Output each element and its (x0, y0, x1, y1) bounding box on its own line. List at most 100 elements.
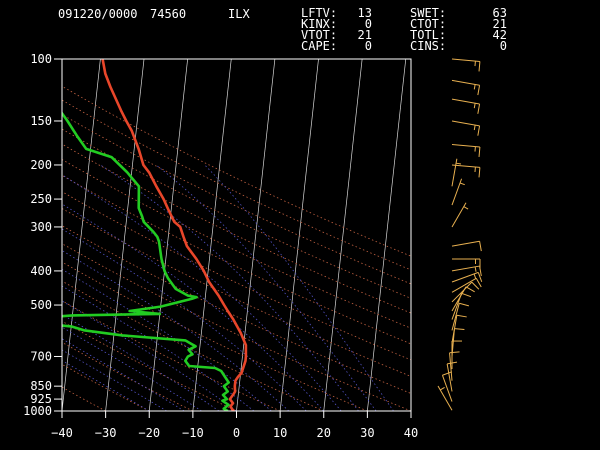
isotherm-line (236, 59, 276, 411)
wind-barb (449, 351, 460, 381)
index-value-cape: 0 (364, 39, 372, 53)
isotherm-line (410, 407, 411, 411)
station-name: ILX (228, 7, 250, 21)
pressure-tick-label: 925 (30, 392, 52, 406)
isotherm-line (367, 59, 407, 411)
dry-adiabat-line (62, 85, 411, 257)
index-name-cape: CAPE: (301, 39, 338, 53)
wind-barb (451, 271, 483, 283)
pressure-tick-label: 150 (30, 114, 52, 128)
index-value-kinx: 0 (364, 17, 372, 31)
temperature-tick-label: 40 (404, 426, 418, 440)
dry-adiabat-line (62, 174, 411, 345)
dry-adiabat-line (62, 341, 194, 411)
index-name-vtot: VTOT: (301, 28, 338, 42)
dry-adiabat-line (62, 99, 411, 271)
isotherm-line (62, 59, 101, 411)
pressure-tick-label: 100 (30, 52, 52, 66)
wind-barbs (437, 58, 483, 411)
dry-adiabat-line (62, 320, 237, 411)
temperature-tick-label: −30 (95, 426, 117, 440)
isotherm-line (323, 59, 363, 411)
isotherm-line (148, 59, 188, 411)
moist-adiabat-line (62, 250, 290, 411)
isotherm-line (279, 59, 319, 411)
pressure-tick-label: 700 (30, 349, 52, 363)
temperature-profile (101, 59, 248, 411)
moist-adiabat-line (62, 338, 185, 411)
pressure-tick-label: 300 (30, 220, 52, 234)
background-lines (62, 59, 411, 411)
isotherm-line (105, 59, 145, 411)
index-name-ctot: CTOT: (410, 17, 447, 31)
index-value-ctot: 21 (492, 17, 507, 31)
temperature-tick-label: 10 (273, 426, 287, 440)
dry-adiabat-line (62, 280, 324, 411)
wind-barb (451, 58, 481, 72)
moist-adiabat-line (62, 314, 220, 411)
index-name-kinx: KINX: (301, 17, 338, 31)
moist-adiabat-line (62, 203, 325, 411)
wind-barb (451, 314, 467, 343)
moist-adiabat-line (62, 349, 167, 411)
wind-barb (451, 281, 480, 303)
wind-barb (451, 302, 470, 331)
index-value-cins: 0 (499, 39, 507, 53)
station-id: 74560 (150, 7, 187, 21)
wind-barb (451, 202, 469, 228)
dry-adiabat-line (62, 191, 411, 361)
index-name-swet: SWET: (410, 6, 447, 20)
wind-barb (451, 277, 482, 293)
dry-adiabat-line (62, 208, 411, 377)
index-value-lftv: 13 (357, 6, 372, 20)
index-name-lftv: LFTV: (301, 6, 338, 20)
temperature-tick-label: −20 (138, 426, 160, 440)
index-value-totl: 42 (492, 28, 507, 42)
temperature-tick-label: 20 (317, 426, 331, 440)
dry-adiabat-line (62, 143, 411, 314)
moist-adiabat-line (62, 174, 342, 411)
dry-adiabat-line (62, 113, 411, 285)
moist-adiabat-line (62, 360, 150, 411)
dry-adiabat-line (62, 363, 150, 411)
moist-adiabat-line (155, 164, 377, 411)
plot-frame (61, 58, 412, 412)
moist-adiabat-line (100, 164, 359, 411)
index-name-cins: CINS: (410, 39, 447, 53)
temperature-tick-label: −10 (182, 426, 204, 440)
pressure-tick-label: 1000 (23, 404, 52, 418)
wind-barb (441, 371, 453, 402)
dry-adiabat-line (62, 159, 411, 329)
pressure-tick-label: 250 (30, 192, 52, 206)
sounding-profiles (62, 59, 248, 411)
dry-adiabat-line (62, 243, 411, 411)
pressure-tick-label: 850 (30, 379, 52, 393)
wind-barb (451, 79, 481, 96)
wind-barb (451, 265, 482, 276)
wind-barb (451, 144, 481, 157)
temperature-tick-label: 30 (360, 426, 374, 440)
wind-barb (437, 385, 453, 411)
isotherm-line (192, 59, 232, 411)
moist-adiabat-line (62, 326, 202, 411)
sounding-date-time: 091220/0000 (58, 7, 138, 21)
temperature-axis: −40 −30 −20 −10 0 10 20 30 40 (51, 411, 418, 440)
dry-adiabat-line (62, 128, 411, 299)
pressure-tick-label: 400 (30, 264, 52, 278)
index-name-totl: TOTL: (410, 28, 447, 42)
wind-barb (451, 240, 482, 252)
wind-barb (451, 164, 481, 178)
index-value-swet: 63 (492, 6, 507, 20)
wind-barb (451, 120, 481, 136)
wind-barb (451, 178, 465, 206)
pressure-tick-label: 500 (30, 298, 52, 312)
wind-barb (451, 340, 462, 370)
wind-barb (451, 158, 462, 187)
temperature-tick-label: 0 (233, 426, 240, 440)
pressure-tick-label: 200 (30, 158, 52, 172)
moist-adiabat-line (62, 228, 307, 411)
temperature-tick-label: −40 (51, 426, 73, 440)
dry-adiabat-line (62, 386, 106, 411)
